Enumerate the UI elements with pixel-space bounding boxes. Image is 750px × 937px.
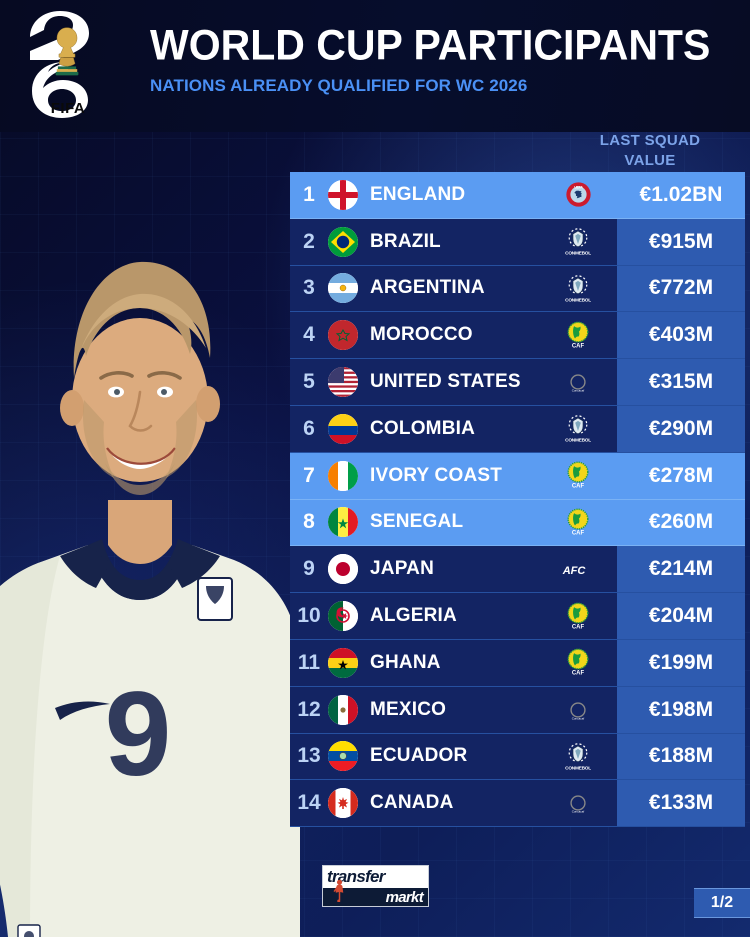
svg-text:UEFA: UEFA	[574, 186, 583, 190]
svg-text:Concacaf: Concacaf	[572, 810, 585, 814]
svg-text:CAF: CAF	[572, 484, 585, 490]
svg-text:CAF: CAF	[572, 343, 585, 349]
svg-text:Concacaf: Concacaf	[572, 389, 585, 393]
svg-text:CONMEBOL: CONMEBOL	[565, 438, 591, 444]
svg-text:CAF: CAF	[572, 530, 585, 536]
svg-text:9: 9	[105, 667, 172, 801]
svg-text:CONMEBOL: CONMEBOL	[565, 250, 591, 256]
svg-text:AFC: AFC	[562, 565, 587, 577]
svg-text:CAF: CAF	[572, 624, 585, 630]
svg-text:CAF: CAF	[572, 671, 585, 677]
svg-text:CONMEBOL: CONMEBOL	[565, 765, 591, 771]
svg-text:CONMEBOL: CONMEBOL	[565, 297, 591, 303]
svg-text:Concacaf: Concacaf	[572, 716, 585, 720]
